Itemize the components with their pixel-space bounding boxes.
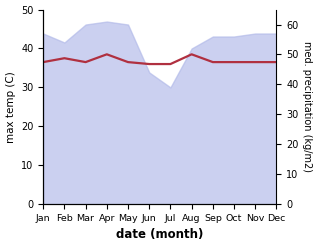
Y-axis label: med. precipitation (kg/m2): med. precipitation (kg/m2) (302, 41, 313, 172)
Y-axis label: max temp (C): max temp (C) (5, 71, 16, 143)
X-axis label: date (month): date (month) (116, 228, 204, 242)
